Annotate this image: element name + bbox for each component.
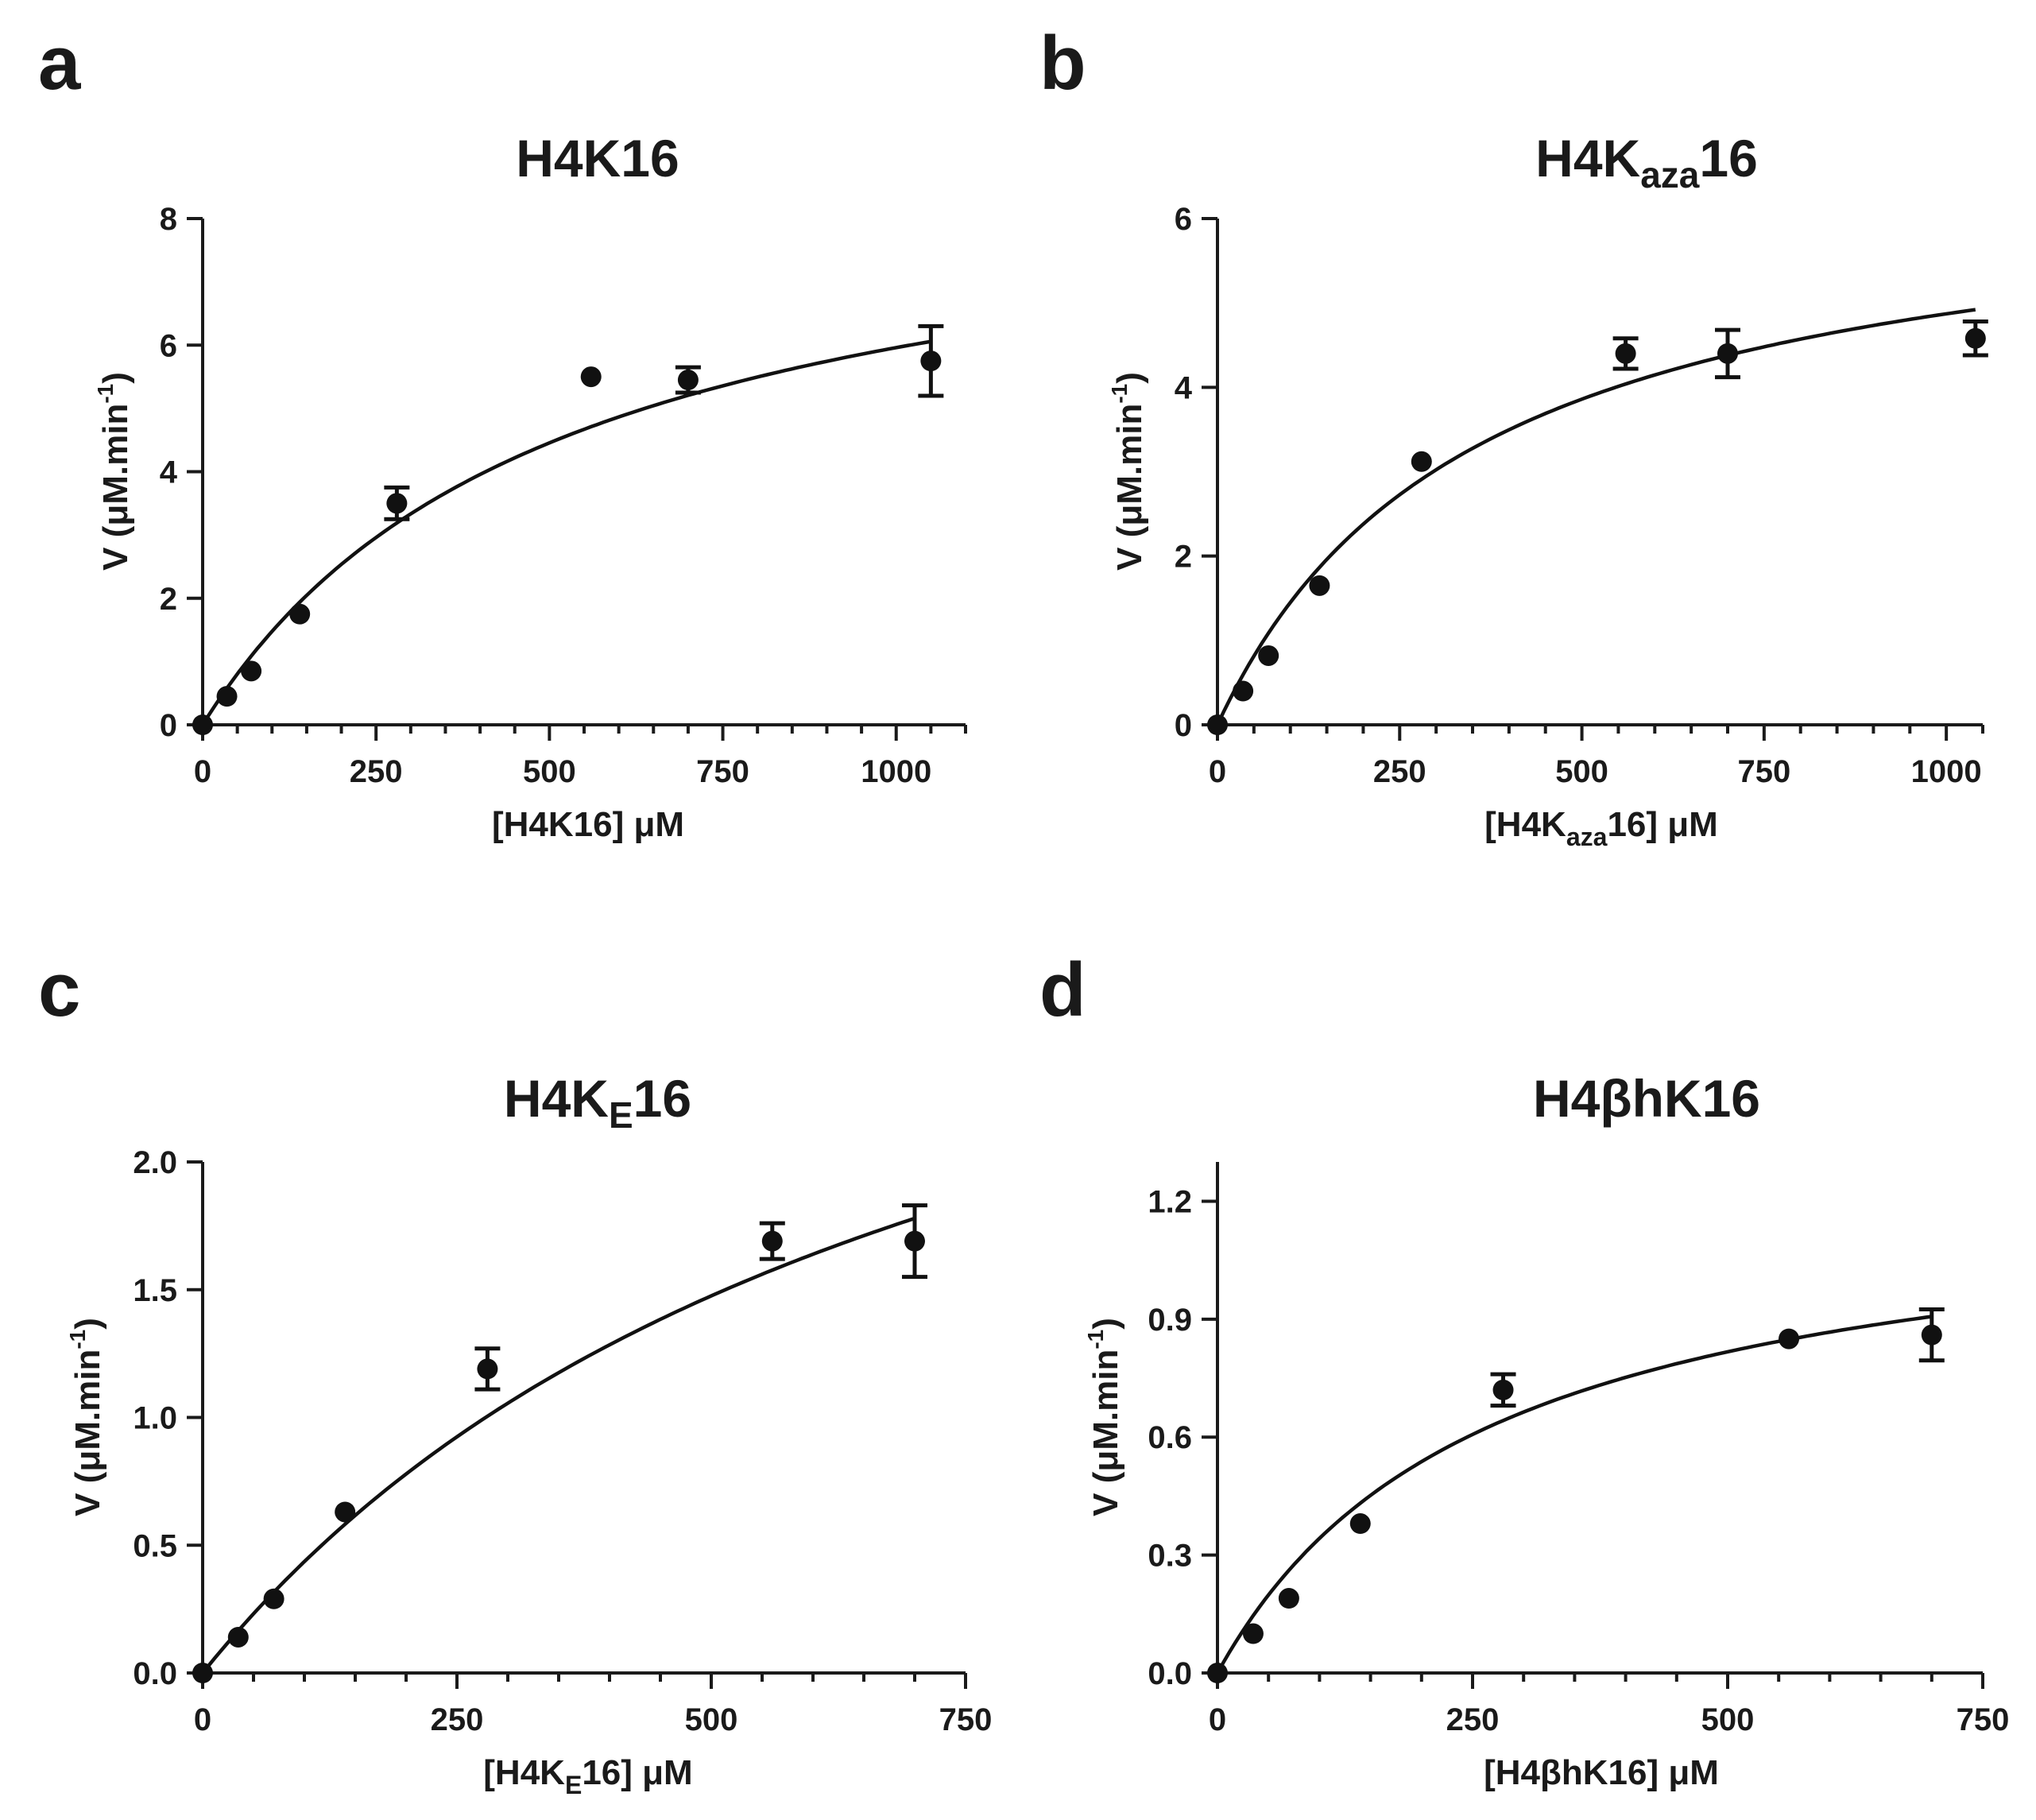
chart-title: H4Kaza16 [1535,129,1758,196]
data-point [1207,1663,1228,1683]
panel-d: d H4βhK16 0 250 500 750 0.0 0.3 0.6 0.9 1.2 [H4βhK1… [1039,947,2009,1792]
y-tick-label: 0.9 [1148,1303,1192,1338]
y-tick-label: 0.6 [1148,1420,1192,1455]
x-tick-label: 1000 [1911,754,1982,789]
x-tick-label: 0 [1209,1702,1226,1737]
data-point [216,686,238,707]
x-tick-label: 0 [194,754,211,789]
fit-curve [1216,1315,1933,1675]
fit-curve [201,339,931,726]
panel-a: a H4K16 0 250 500 750 1000 0 2 4 6 8 [H4K16] μM V (μM… [38,21,967,844]
data-point [192,714,213,735]
chart-title: H4βhK16 [1533,1069,1760,1128]
y-tick-label: 2 [1175,540,1192,575]
y-tick-label: 6 [1175,202,1192,237]
data-point [904,1230,925,1252]
y-tick-label: 1.5 [133,1273,177,1308]
panel-b: b H4Kaza16 0 250 500 750 1000 0 2 4 6 [H4Kaza16] μM… [1039,21,1988,851]
panel-letter: b [1039,21,1086,106]
data-point [1921,1324,1942,1346]
fit-curve [1215,308,1976,726]
y-axis-label: V (μM.min-1) [65,1318,107,1516]
y-tick-label: 8 [160,202,177,237]
data-point [477,1358,498,1380]
y-axis-label: V (μM.min-1) [1107,372,1149,571]
data-point [1233,680,1254,702]
panel-letter: a [38,21,81,106]
data-point [1278,1588,1299,1609]
y-tick-label: 4 [160,455,178,490]
panel-c: c H4KE16 0 250 500 750 0.0 0.5 1.0 1.5 2.0 [H4KE16]… [38,947,992,1799]
x-tick-label: 750 [1737,754,1790,789]
data-point [761,1230,783,1252]
y-tick-label: 0.5 [133,1528,177,1563]
y-tick-label: 4 [1175,370,1193,405]
data-point [1411,451,1432,472]
y-tick-label: 0 [1175,708,1192,743]
x-tick-label: 0 [194,1702,211,1737]
x-axis-label: [H4Kaza16] μM [1484,805,1718,851]
data-point [920,350,942,372]
data-point [1779,1328,1800,1350]
x-tick-label: 250 [1446,1702,1500,1737]
data-point [1964,327,1986,349]
data-point [386,493,408,514]
data-point [1242,1623,1264,1644]
x-tick-label: 1000 [861,754,931,789]
x-tick-label: 250 [350,754,403,789]
chart-title: H4KE16 [504,1069,691,1136]
y-tick-label: 0.0 [1148,1656,1192,1691]
y-axis-label: V (μM.min-1) [1083,1318,1125,1516]
x-tick-label: 500 [685,1702,738,1737]
data-point [241,660,262,682]
data-point [1615,343,1636,364]
y-axis-label: V (μM.min-1) [93,372,135,571]
y-tick-label: 1.2 [1148,1184,1192,1219]
x-tick-label: 0 [1209,754,1226,789]
x-axis-label: [H4KE16] μM [483,1753,692,1799]
y-tick-label: 1.0 [133,1401,177,1436]
y-tick-label: 6 [160,328,177,363]
data-point [580,366,602,388]
y-tick-label: 2 [160,582,177,617]
x-tick-label: 250 [431,1702,484,1737]
panel-letter: d [1039,947,1086,1032]
x-axis-label: [H4K16] μM [492,805,684,844]
data-point [1309,575,1330,596]
chart-title: H4K16 [516,129,679,188]
fit-curve [201,1216,915,1675]
panel-letter: c [38,947,80,1032]
data-point [677,370,699,391]
data-point [192,1663,213,1683]
y-tick-label: 0.3 [1148,1539,1192,1574]
data-point [289,603,311,625]
x-tick-label: 500 [1701,1702,1755,1737]
data-point [1349,1513,1371,1535]
data-point [335,1501,356,1523]
data-point [1207,714,1228,735]
x-tick-label: 750 [939,1702,993,1737]
data-point [1492,1379,1514,1400]
data-point [1258,645,1279,666]
y-tick-label: 0 [160,708,177,743]
data-point [1717,343,1738,364]
x-axis-label: [H4βhK16] μM [1484,1753,1719,1792]
y-tick-label: 0.0 [133,1656,177,1691]
data-point [227,1626,249,1648]
x-tick-label: 250 [1373,754,1426,789]
x-tick-label: 500 [523,754,576,789]
x-tick-label: 750 [696,754,749,789]
y-tick-label: 2.0 [133,1145,177,1180]
x-tick-label: 500 [1555,754,1608,789]
x-tick-label: 750 [1957,1702,2010,1737]
data-point [263,1588,284,1609]
